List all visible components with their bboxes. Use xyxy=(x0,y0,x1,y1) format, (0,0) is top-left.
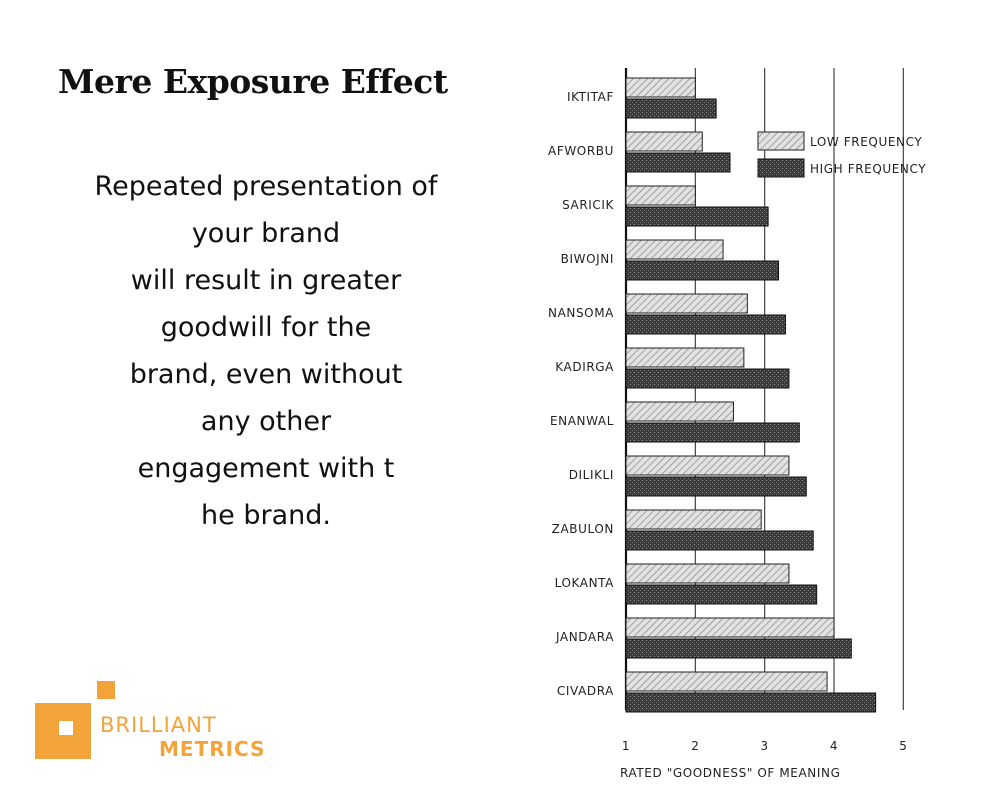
bar-low-frequency xyxy=(625,185,696,206)
body-line: goodwill for the xyxy=(160,312,372,343)
x-axis-label: RATED "GOODNESS" OF MEANING xyxy=(620,766,840,780)
x-tick-label: 1 xyxy=(622,739,630,753)
brilliant-metrics-logo-icon xyxy=(35,681,115,759)
x-tick-label: 3 xyxy=(761,739,769,753)
x-tick-label: 2 xyxy=(691,739,699,753)
x-tick-label: 5 xyxy=(899,739,907,753)
category-label: DILIKLI xyxy=(569,468,614,482)
category-label: ENANWAL xyxy=(550,414,614,428)
legend-label-low: LOW FREQUENCY xyxy=(810,135,922,149)
bar-low-frequency xyxy=(625,509,762,530)
bar-high-frequency xyxy=(625,638,852,659)
legend-swatch-high xyxy=(757,158,805,178)
bar-low-frequency xyxy=(625,347,745,368)
bar-low-frequency xyxy=(625,239,724,260)
body-line: he brand. xyxy=(201,500,331,531)
bar-low-frequency xyxy=(625,77,696,98)
bar-low-frequency xyxy=(625,617,835,638)
category-label: CIVADRA xyxy=(557,684,614,698)
brand-logo: BRILLIANT METRICS xyxy=(35,681,275,761)
legend-swatch-low xyxy=(757,131,805,151)
bar-high-frequency xyxy=(625,584,818,605)
x-tick-label: 4 xyxy=(830,739,838,753)
bar-high-frequency xyxy=(625,152,731,173)
bar-low-frequency xyxy=(625,671,828,692)
category-label: SARICIK xyxy=(562,198,614,212)
bar-high-frequency xyxy=(625,476,807,497)
body-line: any other xyxy=(200,406,332,437)
body-line: Repeated presentation of xyxy=(94,171,438,202)
category-label: KADIRGA xyxy=(555,360,614,374)
page-title: Mere Exposure Effect xyxy=(58,62,448,101)
logo-word-brilliant: BRILLIANT xyxy=(100,713,217,737)
legend-label-high: HIGH FREQUENCY xyxy=(810,162,926,176)
category-label: AFWORBU xyxy=(548,144,614,158)
bar-chart: IKTITAF AFWORBU SARICIK BIWOJNI NANSOMA KADIR… xyxy=(548,68,926,780)
body-line: will result in greater xyxy=(130,265,402,296)
bar-high-frequency xyxy=(625,530,814,551)
body-text: Repeated presentation of your brand will… xyxy=(60,163,472,539)
bar-high-frequency xyxy=(625,98,717,119)
category-label: JANDARA xyxy=(555,630,614,644)
bar-high-frequency xyxy=(625,368,790,389)
bar-high-frequency xyxy=(625,206,769,227)
category-label: ZABULON xyxy=(552,522,614,536)
category-label: BIWOJNI xyxy=(561,252,614,266)
logo-word-metrics: METRICS xyxy=(159,737,266,761)
category-label: LOKANTA xyxy=(555,576,615,590)
body-line: your brand xyxy=(191,218,341,249)
bar-high-frequency xyxy=(625,422,800,443)
body-line: engagement with t xyxy=(137,453,395,484)
bar-high-frequency xyxy=(625,692,877,713)
bar-low-frequency xyxy=(625,401,734,422)
category-label: IKTITAF xyxy=(567,90,614,104)
bar-low-frequency xyxy=(625,293,748,314)
category-label: NANSOMA xyxy=(548,306,614,320)
body-line: brand, even without xyxy=(129,359,403,390)
bar-low-frequency xyxy=(625,455,790,476)
bar-low-frequency xyxy=(625,563,790,584)
bar-high-frequency xyxy=(625,314,786,335)
bar-low-frequency xyxy=(625,131,703,152)
bar-high-frequency xyxy=(625,260,780,281)
